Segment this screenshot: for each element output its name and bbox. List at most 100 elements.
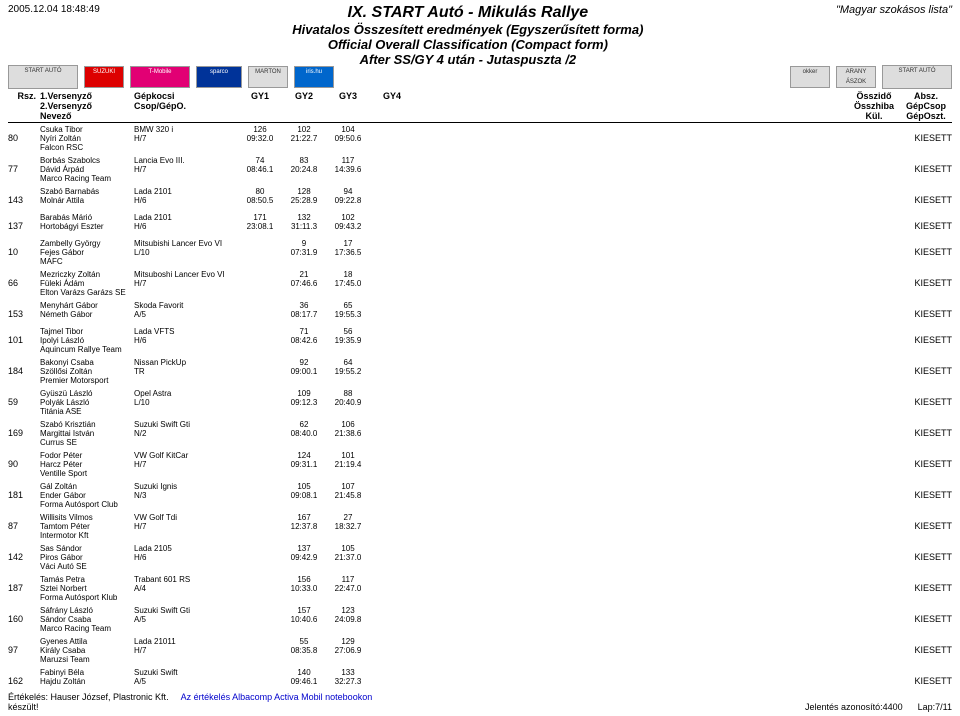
gy3: 1717:36.5 bbox=[326, 239, 370, 266]
title-main: IX. START Autó - Mikulás Rallye bbox=[100, 4, 836, 22]
status: KIESETT bbox=[892, 213, 952, 231]
gy4 bbox=[370, 389, 414, 416]
gy4 bbox=[370, 668, 414, 686]
car: Lada 2105H/6 bbox=[134, 544, 238, 571]
logo-start-auto: START AUTÓ bbox=[8, 65, 78, 89]
timestamp: 2005.12.04 18:48:49 bbox=[8, 4, 100, 15]
gy3: 6519:55.3 bbox=[326, 301, 370, 319]
status: KIESETT bbox=[892, 575, 952, 602]
gy4 bbox=[370, 513, 414, 540]
car: Mitsuboshi Lancer Evo VIH/7 bbox=[134, 270, 238, 297]
gy2: 12825:28.9 bbox=[282, 187, 326, 205]
car: Suzuki Swift GtiN/2 bbox=[134, 420, 238, 447]
results-table: 80Csuka TiborNyíri ZoltánFalcon RSCBMW 3… bbox=[8, 125, 952, 686]
status: KIESETT bbox=[892, 513, 952, 540]
gy1 bbox=[238, 606, 282, 633]
gy4 bbox=[370, 213, 414, 231]
names: Fabinyi BélaHajdu Zoltán bbox=[36, 668, 134, 686]
table-row: 97Gyenes AttilaKirály CsabaMaruzsi TeamL… bbox=[8, 637, 952, 664]
status: KIESETT bbox=[892, 125, 952, 152]
logo-marton: MARTON bbox=[248, 66, 288, 88]
names: Sáfrány LászlóSándor CsabaMarco Racing T… bbox=[36, 606, 134, 633]
gy1 bbox=[238, 482, 282, 509]
names: Gyenes AttilaKirály CsabaMaruzsi Team bbox=[36, 637, 134, 664]
gy4 bbox=[370, 156, 414, 183]
rsz: 160 bbox=[8, 606, 36, 633]
table-row: 184Bakonyi CsabaSzöllősi ZoltánPremier M… bbox=[8, 358, 952, 385]
logo-sparco: sparco bbox=[196, 66, 242, 88]
names: Menyhárt GáborNémeth Gábor bbox=[36, 301, 134, 319]
status: KIESETT bbox=[892, 239, 952, 266]
footer-right2: Lap:7/11 bbox=[918, 702, 952, 712]
table-row: 153Menyhárt GáborNémeth GáborSkoda Favor… bbox=[8, 301, 952, 319]
table-row: 80Csuka TiborNyíri ZoltánFalcon RSCBMW 3… bbox=[8, 125, 952, 152]
gy3: 1817:45.0 bbox=[326, 270, 370, 297]
ch-car: Gépkocsi Csop/GépO. bbox=[134, 91, 238, 121]
rsz: 142 bbox=[8, 544, 36, 571]
ch-gy2: GY2 bbox=[282, 91, 326, 121]
gy4 bbox=[370, 327, 414, 354]
gy3: 11714:39.6 bbox=[326, 156, 370, 183]
gy1 bbox=[238, 668, 282, 686]
names: Szabó KrisztiánMargittai IstvánCurrus SE bbox=[36, 420, 134, 447]
gy2: 9209:00.1 bbox=[282, 358, 326, 385]
names: Borbás SzabolcsDávid ÁrpádMarco Racing T… bbox=[36, 156, 134, 183]
table-row: 181Gál ZoltánEnder GáborForma Autósport … bbox=[8, 482, 952, 509]
gy3: 12927:06.9 bbox=[326, 637, 370, 664]
gy2: 15710:40.6 bbox=[282, 606, 326, 633]
table-row: 87Willisits VilmosTamtom PéterIntermotor… bbox=[8, 513, 952, 540]
gy4 bbox=[370, 270, 414, 297]
gy1: 17123:08.1 bbox=[238, 213, 282, 231]
names: Szabó BarnabásMolnár Attila bbox=[36, 187, 134, 205]
names: Fodor PéterHarcz PéterVentille Sport bbox=[36, 451, 134, 478]
gy2: 12409:31.1 bbox=[282, 451, 326, 478]
table-row: 90Fodor PéterHarcz PéterVentille SportVW… bbox=[8, 451, 952, 478]
top-right-label: "Magyar szokásos lista" bbox=[836, 4, 952, 16]
rsz: 59 bbox=[8, 389, 36, 416]
table-row: 187Tamás PetraSztei NorbertForma Autóspo… bbox=[8, 575, 952, 602]
car: Lada 21011H/7 bbox=[134, 637, 238, 664]
gy1 bbox=[238, 327, 282, 354]
names: Bakonyi CsabaSzöllősi ZoltánPremier Moto… bbox=[36, 358, 134, 385]
rsz: 169 bbox=[8, 420, 36, 447]
names: Gyüszü LászlóPolyák LászlóTitánia ASE bbox=[36, 389, 134, 416]
status: KIESETT bbox=[892, 420, 952, 447]
gy1: 8008:50.5 bbox=[238, 187, 282, 205]
car: Lancia Evo III.H/7 bbox=[134, 156, 238, 183]
gy4 bbox=[370, 187, 414, 205]
rsz: 66 bbox=[8, 270, 36, 297]
gy4 bbox=[370, 575, 414, 602]
ch-r1: Összidő Összhiba Kül. bbox=[848, 91, 900, 121]
table-row: 169Szabó KrisztiánMargittai IstvánCurrus… bbox=[8, 420, 952, 447]
names: Sas SándorPiros GáborVáci Autó SE bbox=[36, 544, 134, 571]
table-row: 160Sáfrány LászlóSándor CsabaMarco Racin… bbox=[8, 606, 952, 633]
table-row: 66Mezriczky ZoltánFüleki ÁdámElton Varáz… bbox=[8, 270, 952, 297]
gy2: 3608:17.7 bbox=[282, 301, 326, 319]
status: KIESETT bbox=[892, 389, 952, 416]
logo-okker: okker bbox=[790, 66, 830, 88]
header-center: IX. START Autó - Mikulás Rallye Hivatalo… bbox=[100, 4, 836, 67]
status: KIESETT bbox=[892, 327, 952, 354]
gy2: 5508:35.8 bbox=[282, 637, 326, 664]
rsz: 162 bbox=[8, 668, 36, 686]
car: Opel AstraL/10 bbox=[134, 389, 238, 416]
gy1 bbox=[238, 637, 282, 664]
gy4 bbox=[370, 125, 414, 152]
table-row: 77Borbás SzabolcsDávid ÁrpádMarco Racing… bbox=[8, 156, 952, 183]
logo-row: START AUTÓ SUZUKI T-Mobile sparco MARTON… bbox=[8, 65, 952, 89]
rsz: 181 bbox=[8, 482, 36, 509]
gy1 bbox=[238, 451, 282, 478]
gy1 bbox=[238, 420, 282, 447]
status: KIESETT bbox=[892, 156, 952, 183]
table-row: 59Gyüszü LászlóPolyák LászlóTitánia ASEO… bbox=[8, 389, 952, 416]
rsz: 101 bbox=[8, 327, 36, 354]
table-row: 101Tajmel TiborIpolyi LászlóAquincum Ral… bbox=[8, 327, 952, 354]
car: Lada 2101H/6 bbox=[134, 187, 238, 205]
gy1: 12609:32.0 bbox=[238, 125, 282, 152]
rsz: 184 bbox=[8, 358, 36, 385]
status: KIESETT bbox=[892, 270, 952, 297]
gy2: 13231:11.3 bbox=[282, 213, 326, 231]
status: KIESETT bbox=[892, 544, 952, 571]
gy3: 6419:55.2 bbox=[326, 358, 370, 385]
car: Mitsubishi Lancer Evo VIL/10 bbox=[134, 239, 238, 266]
